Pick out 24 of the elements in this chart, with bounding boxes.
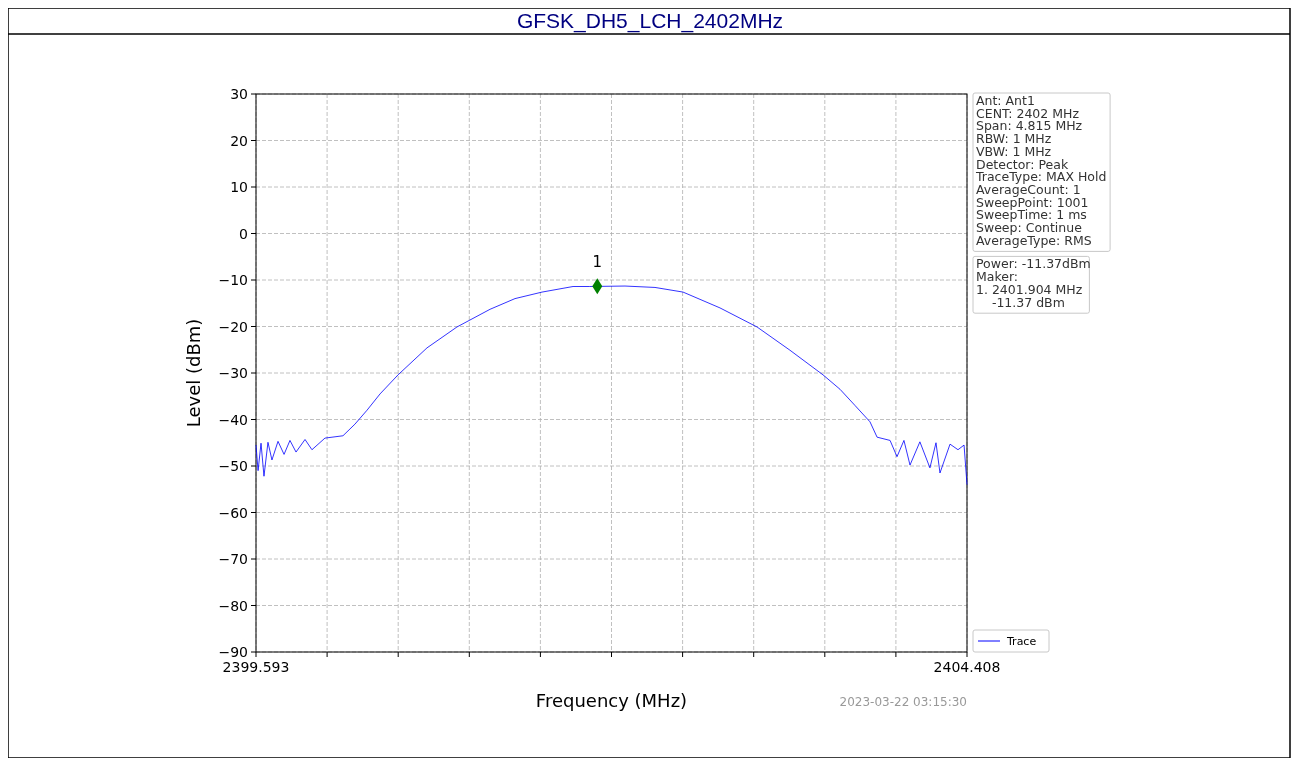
y-tick-label: −30 <box>218 365 248 381</box>
y-tick-label: −80 <box>218 597 248 614</box>
y-axis-title: Level (dBm) <box>183 318 204 428</box>
line-series <box>255 285 968 485</box>
y-tick-label: −40 <box>218 411 248 428</box>
text: 2023-03-22 03:15:30 <box>839 695 967 709</box>
legend-label: Trace <box>1006 635 1037 648</box>
y-tick-label: 30 <box>230 86 248 102</box>
x-tick-label: 2399.593 <box>222 659 290 675</box>
x-axis-title: Frequency (MHz) <box>535 690 688 711</box>
x-tick-label: 2404.408 <box>933 659 1001 675</box>
text: Power: -11.37dBm Maker: 1. 2401.904 MHz -11.37 dBm <box>976 256 1091 310</box>
y-tick-label: 10 <box>230 179 248 195</box>
y-tick-label: −50 <box>218 458 248 474</box>
y-tick-label: −60 <box>218 504 248 521</box>
y-tick-label: 0 <box>239 225 248 242</box>
y-tick-label: −20 <box>218 318 248 335</box>
annotation: 1 <box>592 253 603 272</box>
y-tick-label: −70 <box>218 551 248 567</box>
y-tick-label: −90 <box>218 644 248 660</box>
chart-title: GFSK_DH5_LCH_2402MHz <box>516 9 784 33</box>
text: Ant: Ant1 CENT: 2402 MHz Span: 4.815 MHz RBW: 1 MHz VBW: 1 MHz Detector: Peak TraceType: MAX Hold AverageCount: 1 SweepPoint: 1001 SweepTime: 1 ms Sweep: Continue AverageType: RMS <box>976 93 1107 248</box>
y-tick-label: 20 <box>230 132 248 149</box>
y-tick-label: −10 <box>218 272 248 288</box>
